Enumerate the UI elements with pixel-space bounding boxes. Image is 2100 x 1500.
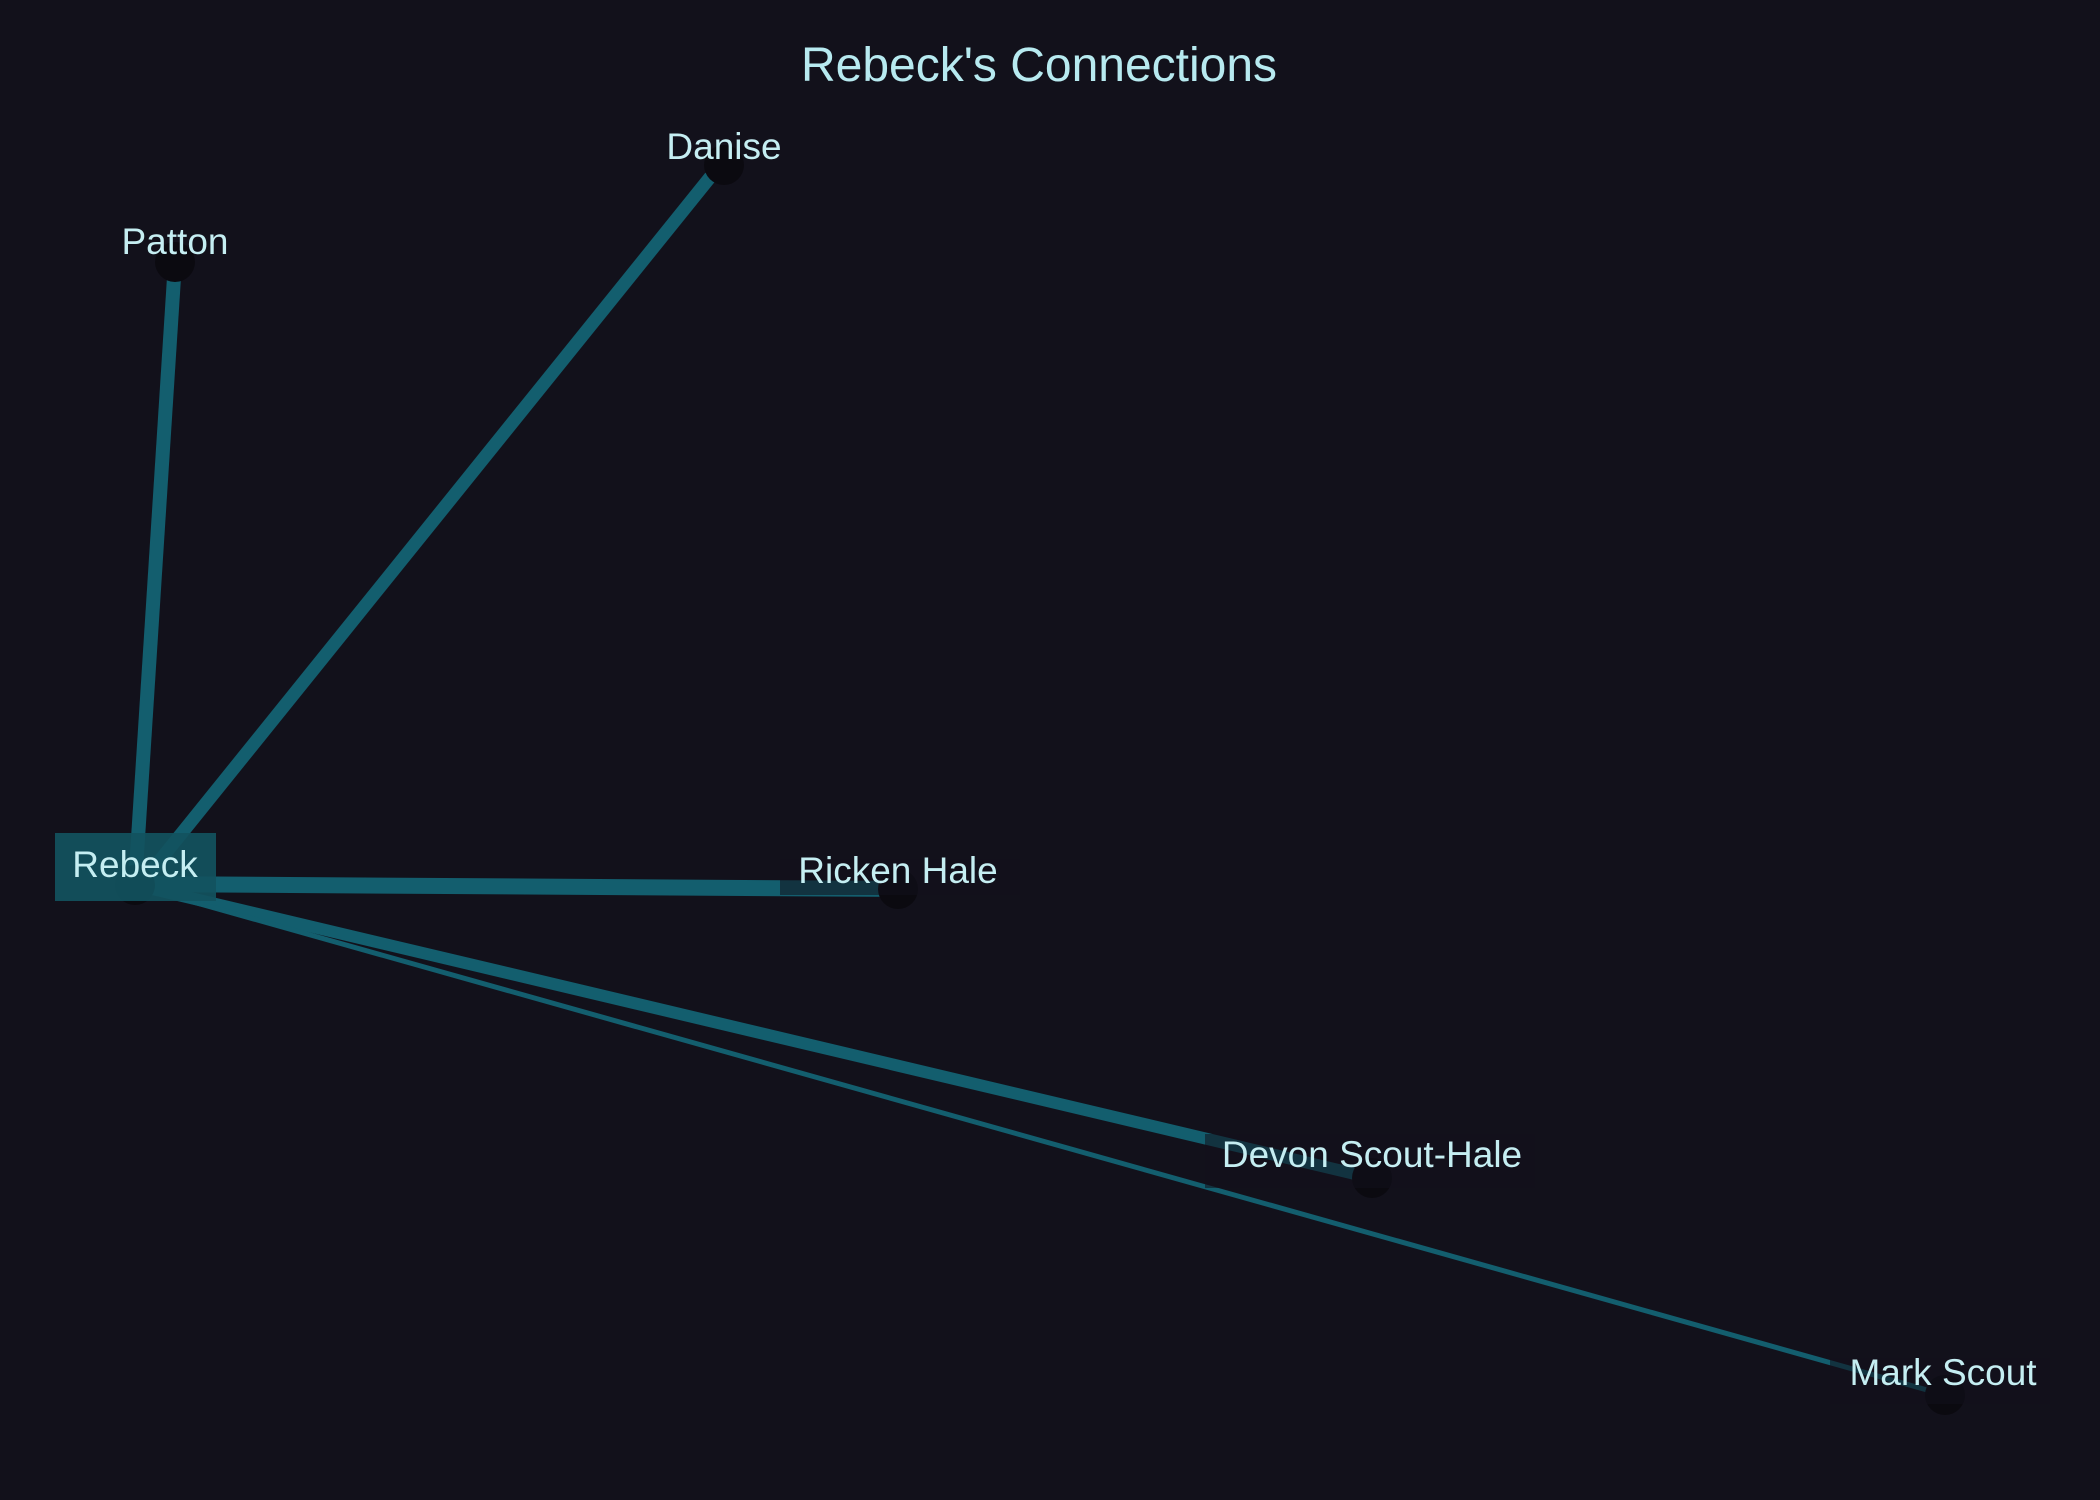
node-label-devon-scout-hale: Devon Scout-Hale (1222, 1134, 1522, 1175)
edges-layer (128, 155, 1946, 1398)
devon-label-backdrop (1205, 1134, 1535, 1188)
node-marker-danise[interactable] (704, 145, 744, 185)
node-label-patton: Patton (122, 221, 229, 262)
edge-rebeck-devon-scout-hale (138, 880, 1374, 1184)
edge-rebeck-ricken-hale (139, 876, 901, 897)
ricken-label-backdrop (780, 859, 1020, 895)
edge-rebeck-mark-scout (139, 884, 1946, 1398)
node-label-danise: Danise (666, 126, 781, 167)
node-marker-patton[interactable] (155, 242, 195, 282)
node-label-rebeck: Rebeck (72, 844, 198, 885)
center-label-box (55, 833, 216, 901)
diagram-title: Rebeck's Connections (801, 39, 1277, 92)
node-label-mark-scout: Mark Scout (1849, 1352, 2037, 1393)
labels-layer: Patton Danise Ricken Hale Devon Scout-Ha… (55, 126, 2050, 1404)
node-label-ricken-hale: Ricken Hale (798, 850, 997, 891)
edge-rebeck-danise (134, 155, 730, 890)
mark-label-backdrop (1830, 1358, 2050, 1404)
edge-rebeck-patton (128, 261, 182, 886)
